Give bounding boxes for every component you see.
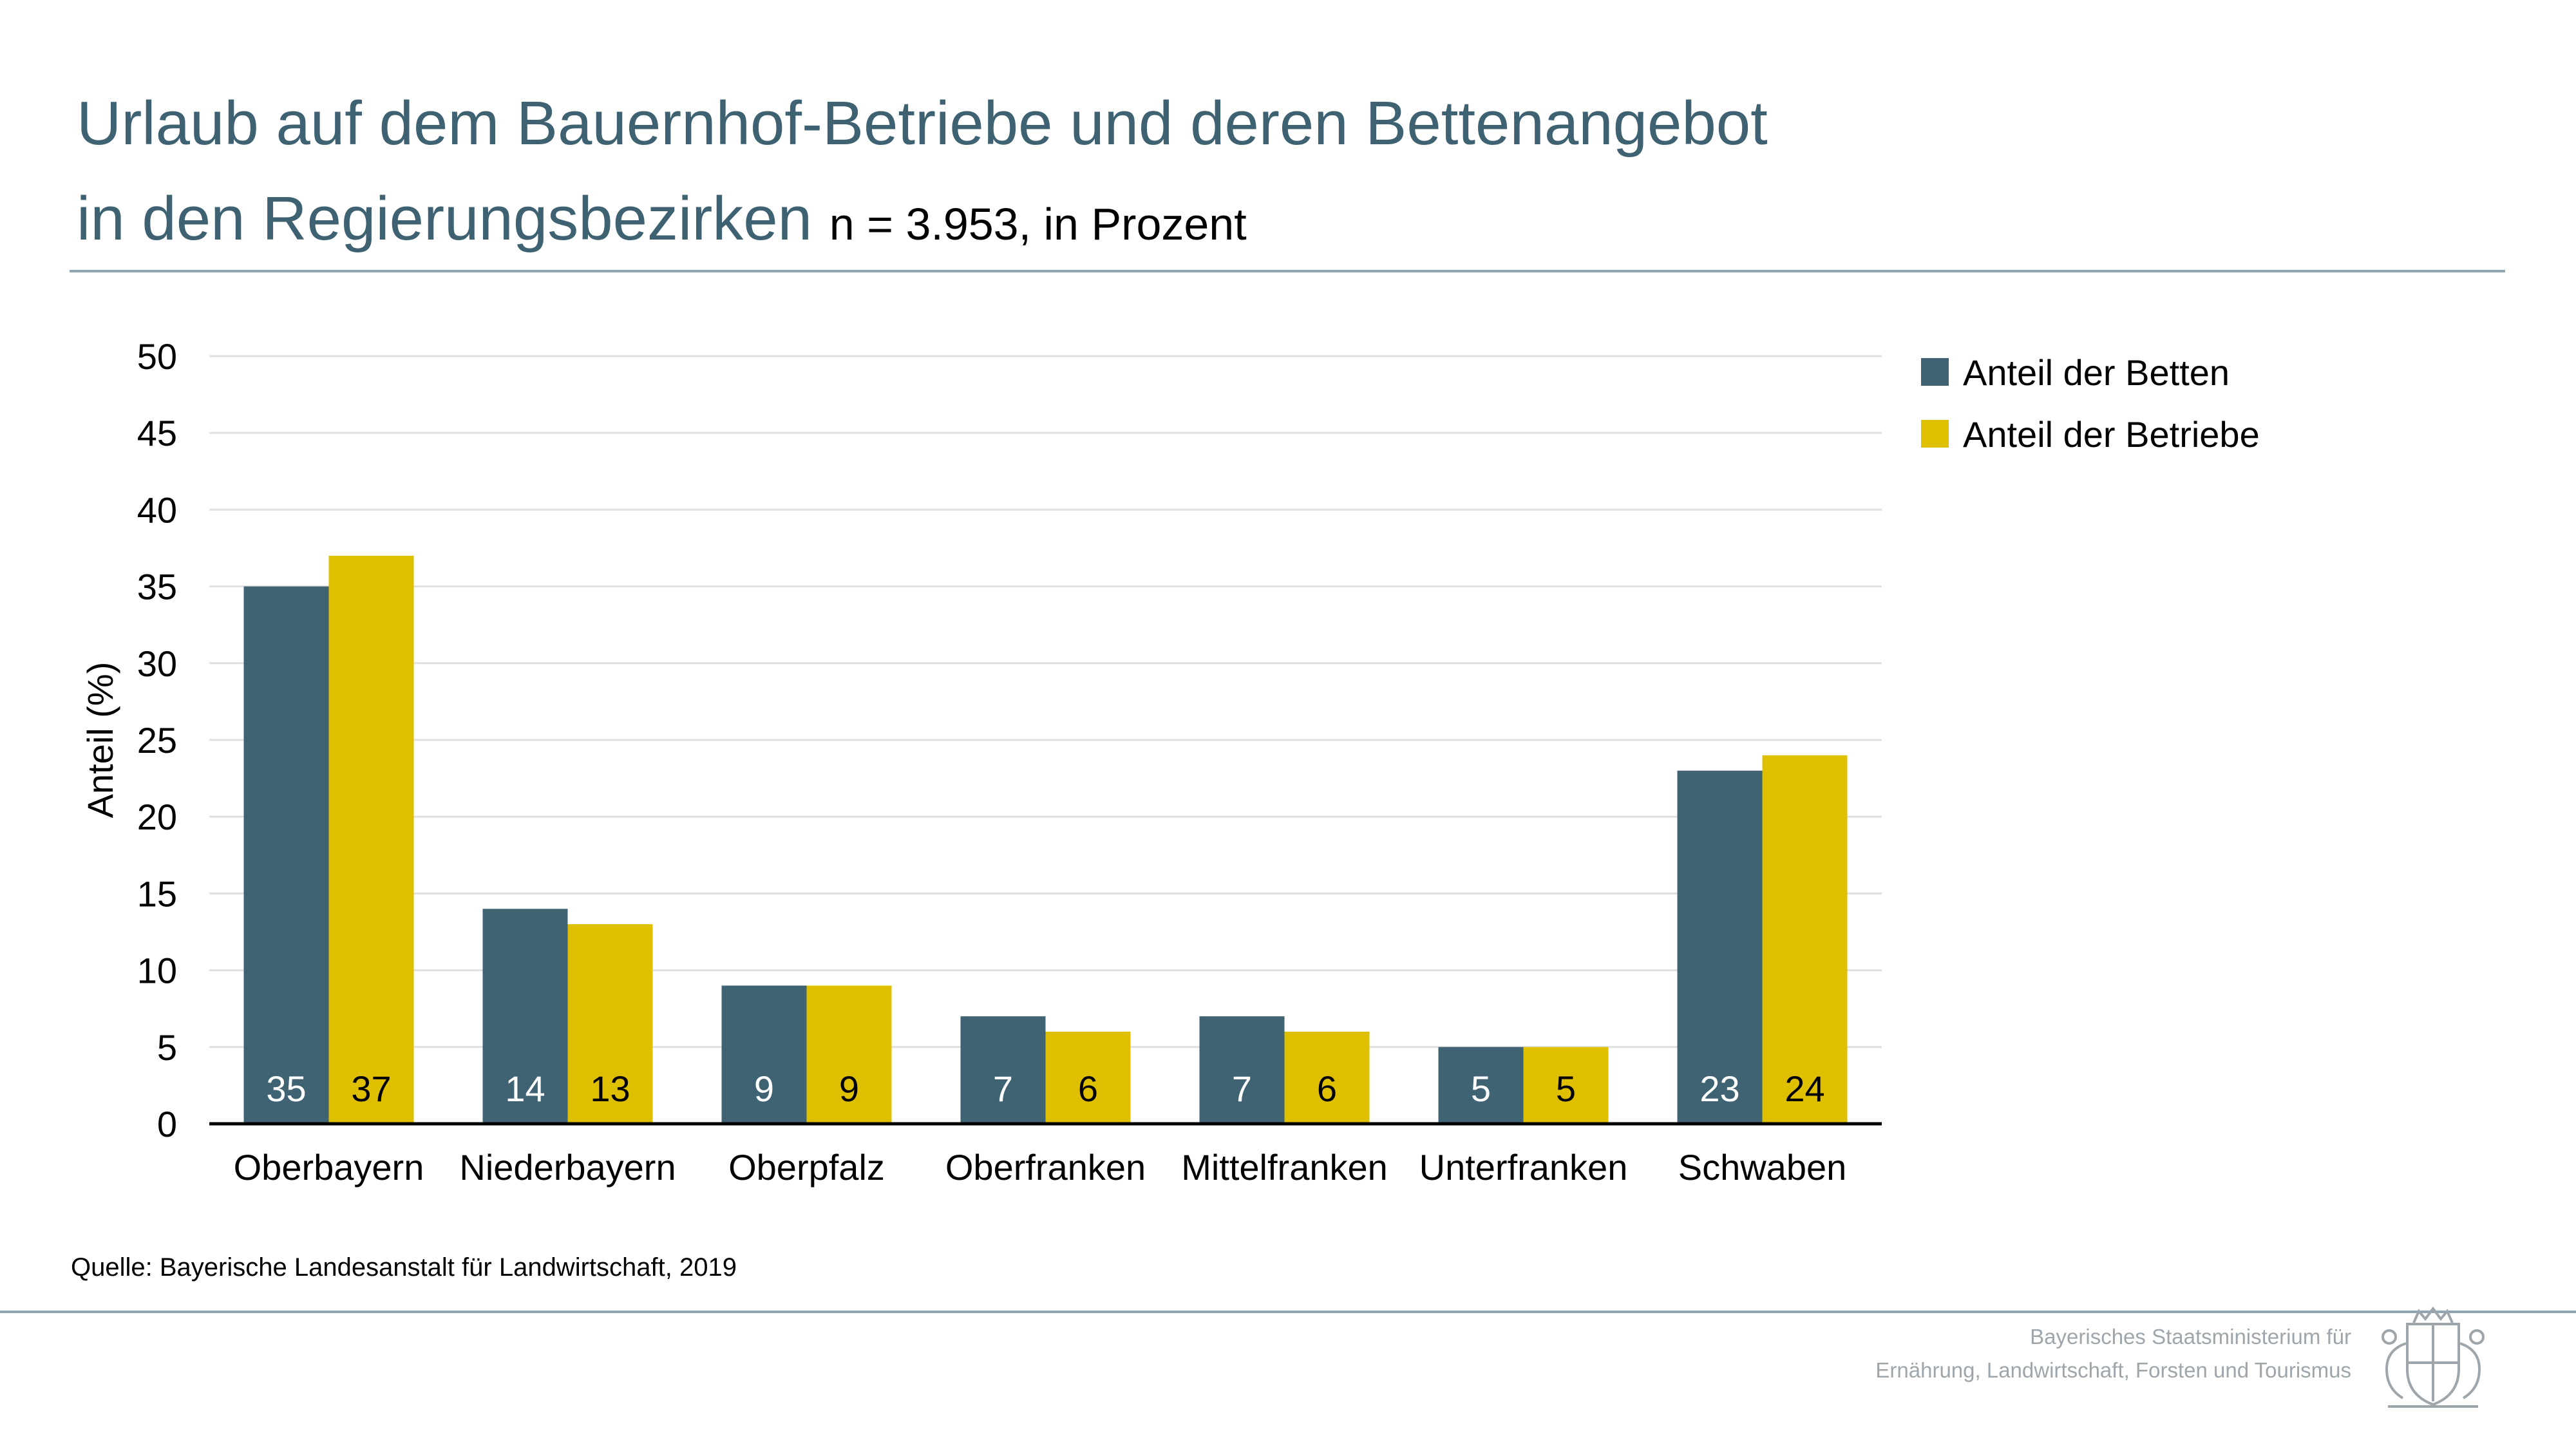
bar-value-label: 13 — [590, 1068, 630, 1109]
bar-value-label: 9 — [754, 1068, 774, 1109]
ministry-name-line-2: Ernährung, Landwirtschaft, Forsten und T… — [1875, 1358, 2351, 1382]
x-category-label: Schwaben — [1678, 1147, 1847, 1188]
header-divider — [70, 270, 2505, 272]
bar-value-label: 5 — [1471, 1068, 1491, 1109]
gridlines — [209, 355, 1882, 1048]
x-category-label: Oberbayern — [234, 1147, 424, 1188]
x-category-label: Niederbayern — [459, 1147, 676, 1188]
bar-value-label: 7 — [993, 1068, 1013, 1109]
chart-subtitle: n = 3.953, in Prozent — [829, 199, 1247, 249]
bar — [1438, 1046, 1524, 1124]
bar-value-label: 9 — [839, 1068, 859, 1109]
y-tick-label: 40 — [137, 489, 177, 530]
x-category-label: Oberpfalz — [728, 1147, 885, 1188]
bar-value-label: 24 — [1785, 1068, 1824, 1109]
title-line-1: Urlaub auf dem Bauernhof-Betriebe und de… — [77, 89, 1768, 158]
y-axis-ticks: 0 5 10 15 20 25 30 35 40 45 50 — [137, 336, 177, 1144]
y-tick-label: 25 — [137, 720, 177, 761]
bar — [1762, 755, 1848, 1124]
y-tick-label: 5 — [157, 1027, 177, 1068]
y-tick-label: 45 — [137, 413, 177, 453]
bar-value-label: 37 — [351, 1068, 391, 1109]
bar-value-label: 6 — [1078, 1068, 1098, 1109]
y-axis-label: Anteil (%) — [80, 662, 120, 819]
y-tick-label: 15 — [137, 873, 177, 914]
bar-value-label: 14 — [505, 1068, 545, 1109]
legend-label: Anteil der Betriebe — [1963, 414, 2260, 455]
title-line-2-text: in den Regierungsbezirken — [77, 184, 813, 253]
bar-value-label: 23 — [1700, 1068, 1739, 1109]
bar — [243, 586, 329, 1124]
bar-value-label: 35 — [266, 1068, 306, 1109]
bar — [1523, 1046, 1609, 1124]
bar — [482, 909, 568, 1124]
ministry-name-line-1: Bayerisches Staatsministerium für — [2030, 1325, 2351, 1349]
source-note: Quelle: Bayerische Landesanstalt für Lan… — [71, 1253, 737, 1282]
legend-swatch — [1921, 358, 1949, 386]
x-category-label: Oberfranken — [945, 1147, 1146, 1188]
y-tick-label: 50 — [137, 336, 177, 377]
bar — [567, 924, 653, 1124]
y-tick-label: 35 — [137, 567, 177, 607]
footer-divider — [0, 1311, 2576, 1313]
bar — [721, 985, 807, 1124]
title-line-2: in den Regierungsbezirken n = 3.953, in … — [77, 171, 2459, 272]
y-tick-label: 10 — [137, 951, 177, 991]
bar — [1284, 1031, 1370, 1124]
bar-value-label: 6 — [1317, 1068, 1337, 1109]
y-tick-label: 20 — [137, 797, 177, 837]
bar-value-label: 5 — [1556, 1068, 1576, 1109]
x-category-label: Unterfranken — [1419, 1147, 1628, 1188]
bar — [1199, 1016, 1285, 1124]
bars: 35 37 14 13 9 9 7 6 7 6 5 5 23 24 — [243, 555, 1848, 1124]
bar — [1677, 770, 1763, 1124]
bar-value-label: 7 — [1232, 1068, 1252, 1109]
bar — [328, 555, 414, 1124]
legend-label: Anteil der Betten — [1963, 352, 2230, 393]
ministry-name: Bayerisches Staatsministerium für Ernähr… — [1875, 1320, 2351, 1387]
y-tick-label: 30 — [137, 643, 177, 684]
bar — [960, 1016, 1046, 1124]
legend: Anteil der Betten Anteil der Betriebe — [1921, 352, 2260, 455]
bar — [1045, 1031, 1131, 1124]
x-category-label: Mittelfranken — [1181, 1147, 1388, 1188]
bavarian-coat-of-arms-icon — [2382, 1306, 2485, 1408]
bar — [806, 985, 892, 1124]
chart-title: Urlaub auf dem Bauernhof-Betriebe und de… — [77, 76, 2459, 272]
legend-swatch — [1921, 420, 1949, 448]
y-tick-label: 0 — [157, 1104, 177, 1144]
x-axis-categories: Oberbayern Niederbayern Oberpfalz Oberfrank… — [234, 1147, 1847, 1188]
bar-chart: 0 5 10 15 20 25 30 35 40 45 50 35 37 14 13 9 9 7 6 7 6 5 5 23 2… — [80, 336, 2260, 1188]
